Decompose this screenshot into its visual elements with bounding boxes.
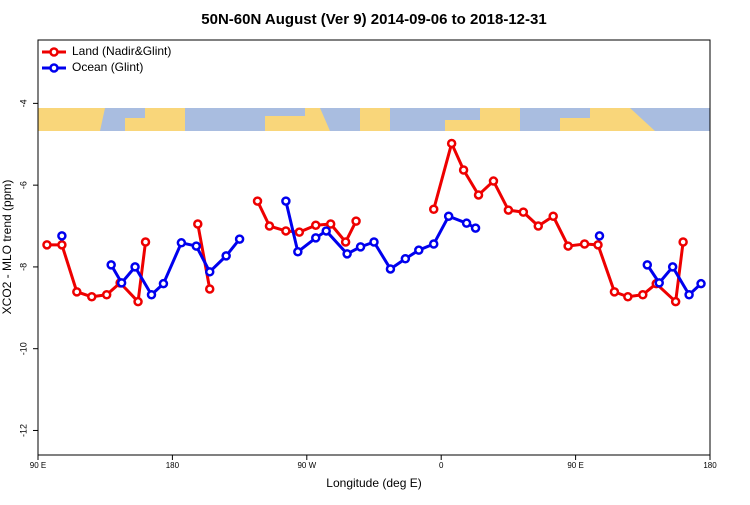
x-tick-label: 90 E <box>567 461 583 470</box>
series-point <box>311 233 321 243</box>
series-point <box>678 237 688 247</box>
y-tick-label: -6 <box>18 181 28 189</box>
y-tick-label: -12 <box>18 424 28 437</box>
series-point <box>533 221 544 231</box>
y-tick-label: -4 <box>18 99 28 107</box>
series-point <box>548 211 558 221</box>
series-point <box>106 260 116 270</box>
series-point <box>428 204 439 215</box>
series-point <box>340 237 351 247</box>
series-point <box>355 242 366 252</box>
series-point <box>193 219 203 229</box>
series-point <box>518 207 529 217</box>
series-point <box>369 237 379 247</box>
series-point <box>57 240 67 250</box>
legend-label: Ocean (Glint) <box>72 60 143 74</box>
series-point <box>221 251 231 261</box>
x-tick-label: 180 <box>703 461 717 470</box>
series-line <box>46 141 685 304</box>
series-point <box>609 287 620 297</box>
series-point <box>470 223 481 233</box>
series-point <box>325 219 336 229</box>
series-point <box>667 262 678 272</box>
series-point <box>133 296 143 307</box>
series-point <box>321 226 331 236</box>
series-point <box>204 284 215 294</box>
series-point <box>311 220 321 230</box>
x-tick-label: 0 <box>439 461 444 470</box>
y-tick-label: -10 <box>18 342 28 355</box>
series-point <box>342 249 352 259</box>
series-point <box>461 218 472 228</box>
series-point <box>414 245 424 255</box>
series-point <box>176 238 187 248</box>
series-point <box>204 267 215 277</box>
series-point <box>400 253 411 264</box>
y-tick-label: -8 <box>18 263 28 271</box>
chart-title: 50N-60N August (Ver 9) 2014-09-06 to 201… <box>201 11 546 28</box>
series-point <box>684 289 694 300</box>
series-point <box>642 260 653 270</box>
series-point <box>563 241 573 251</box>
x-tick-label: 180 <box>166 461 180 470</box>
x-tick-label: 90 W <box>297 461 316 470</box>
series-point <box>443 211 454 221</box>
series-point <box>638 289 648 300</box>
series-point <box>593 240 603 250</box>
series-point <box>57 231 67 241</box>
legend-marker <box>49 47 59 57</box>
series-point <box>428 239 439 249</box>
series-point <box>130 262 140 272</box>
series-point <box>87 292 97 302</box>
series-point <box>42 240 52 250</box>
series-point <box>116 278 127 288</box>
series-point <box>351 216 361 226</box>
series-point <box>140 237 151 247</box>
series-point <box>594 231 605 241</box>
series-point <box>654 278 664 288</box>
series-point <box>234 234 245 244</box>
series-point <box>473 190 484 200</box>
map-band <box>38 108 710 131</box>
y-axis-label: XCO2 - MLO trend (ppm) <box>0 180 14 315</box>
series-point <box>252 196 263 206</box>
series-point <box>446 138 457 149</box>
plot-frame <box>37 39 711 456</box>
legend-label: Land (Nadir&Glint) <box>72 44 171 58</box>
x-axis-label: Longitude (deg E) <box>326 476 421 490</box>
x-tick-label: 90 E <box>30 461 46 470</box>
series-point <box>458 165 469 175</box>
series-point <box>101 289 112 300</box>
series-point <box>670 296 681 307</box>
series-point <box>264 221 275 231</box>
series-point <box>385 264 396 274</box>
series-point <box>281 226 291 236</box>
series-point <box>191 241 202 251</box>
series-point <box>146 289 157 300</box>
series-point <box>158 278 169 289</box>
legend-marker <box>49 63 59 73</box>
series-point <box>281 196 291 206</box>
series-point <box>488 176 499 186</box>
series-point <box>293 247 303 257</box>
series-point <box>579 239 590 249</box>
series-point <box>623 292 633 302</box>
series-point <box>294 227 305 237</box>
series-point <box>72 287 82 297</box>
series-point <box>696 278 706 289</box>
series-point <box>503 205 514 215</box>
